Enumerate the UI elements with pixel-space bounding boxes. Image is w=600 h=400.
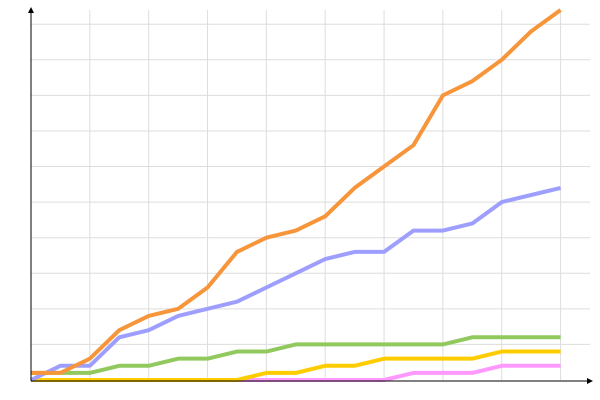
grid — [31, 10, 590, 380]
series-line — [31, 349, 561, 382]
series-line — [30, 185, 562, 382]
series-line — [31, 8, 562, 375]
series-line — [31, 335, 561, 375]
plot-area — [30, 8, 562, 382]
